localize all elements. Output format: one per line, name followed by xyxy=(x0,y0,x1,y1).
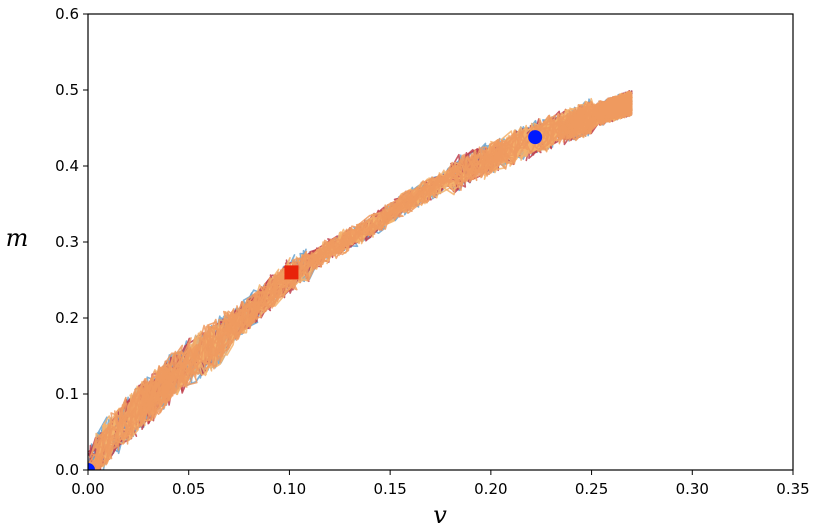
y-tick-label: 0.2 xyxy=(55,309,79,327)
trajectory-line xyxy=(88,91,633,470)
y-tick-label: 0.3 xyxy=(55,233,79,251)
trajectory-line xyxy=(92,92,633,470)
y-tick-label: 0.1 xyxy=(55,385,79,403)
trajectory-line xyxy=(88,91,633,470)
square-marker xyxy=(284,265,299,280)
trajectory-line xyxy=(88,91,633,470)
y-tick-label: 0.6 xyxy=(55,5,79,23)
x-tick-label: 0.15 xyxy=(373,480,406,498)
x-tick-label: 0.30 xyxy=(676,480,709,498)
trajectory-line xyxy=(88,92,633,470)
x-tick-label: 0.20 xyxy=(474,480,507,498)
x-tick-label: 0.10 xyxy=(273,480,306,498)
x-axis: 0.00 0.05 0.10 0.15 0.20 0.25 0.30 0.35 xyxy=(71,470,810,498)
y-tick-label: 0.4 xyxy=(55,157,79,175)
x-tick-label: 0.05 xyxy=(172,480,205,498)
trajectory-line xyxy=(88,91,633,470)
x-tick-label: 0.00 xyxy=(71,480,104,498)
circle-marker xyxy=(528,130,543,145)
plot-frame xyxy=(87,13,794,471)
x-tick-label: 0.35 xyxy=(776,480,809,498)
x-axis-label: v xyxy=(433,501,447,526)
trajectory-line xyxy=(91,91,633,470)
trajectory-line xyxy=(88,91,633,470)
trajectory-traces xyxy=(88,90,633,470)
x-tick-label: 0.25 xyxy=(575,480,608,498)
trajectory-line xyxy=(88,92,633,470)
y-tick-label: 0.0 xyxy=(55,461,79,479)
y-tick-label: 0.5 xyxy=(55,81,79,99)
trajectory-line xyxy=(90,91,633,470)
markers xyxy=(88,130,543,470)
circle-marker xyxy=(88,463,95,470)
y-axis-label: m xyxy=(6,224,29,252)
y-axis: 0.0 0.1 0.2 0.3 0.4 0.5 0.6 xyxy=(55,5,88,479)
